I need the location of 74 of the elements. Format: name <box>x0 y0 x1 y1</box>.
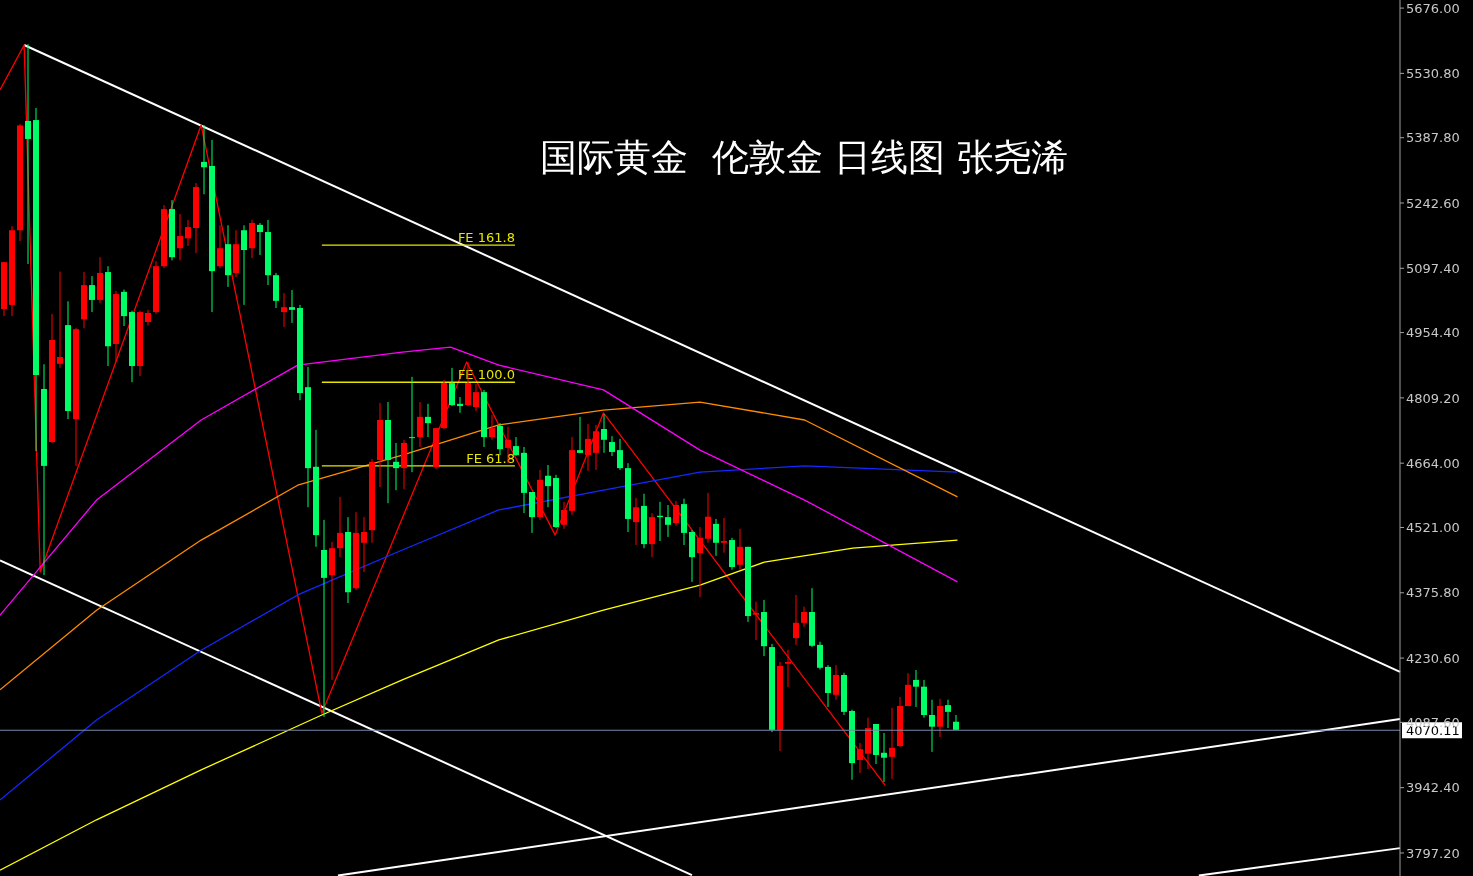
y-tick-label: 4375.80 <box>1406 585 1460 601</box>
y-tick-label: 3942.40 <box>1406 780 1460 796</box>
y-tick-label: 4521.00 <box>1406 520 1460 536</box>
candlestick <box>393 442 399 491</box>
y-tick-label: 4230.60 <box>1406 650 1460 666</box>
candlestick <box>89 275 95 313</box>
candlestick <box>889 707 895 780</box>
candlestick <box>473 383 479 412</box>
candlestick <box>665 504 671 538</box>
candlestick <box>545 464 551 508</box>
candlestick <box>409 376 415 473</box>
candlestick <box>633 497 639 546</box>
line-series <box>0 401 959 691</box>
series-label: FE 61.8 <box>466 450 515 466</box>
candlestick <box>673 500 679 527</box>
candlestick <box>713 518 719 557</box>
candlestick <box>281 292 287 328</box>
candlestick <box>905 672 911 707</box>
candlestick <box>609 435 615 457</box>
candlestick <box>833 664 839 701</box>
line-series <box>0 539 959 871</box>
y-tick-label: 5242.60 <box>1406 195 1460 211</box>
y-tick-label: 3797.20 <box>1406 845 1460 861</box>
y-tick-label: 5530.80 <box>1406 66 1460 81</box>
candlestick <box>417 401 423 448</box>
y-tick-label: 5676.00 <box>1406 0 1460 16</box>
candlestick <box>497 422 503 456</box>
candlestick <box>241 224 247 306</box>
candlestick <box>601 413 607 454</box>
line-series <box>0 465 959 801</box>
candlestick <box>785 649 791 688</box>
candlestick <box>489 414 495 441</box>
candlestick <box>705 492 711 544</box>
candlestick <box>177 213 183 261</box>
candlestick <box>561 501 567 530</box>
candlestick <box>457 396 463 414</box>
candlestick <box>737 528 743 571</box>
candlestick <box>593 424 599 471</box>
candlestick <box>953 714 959 731</box>
y-tick-label: 5387.80 <box>1406 130 1460 146</box>
candlestick <box>449 367 455 407</box>
candlestick <box>217 224 223 269</box>
candlestick <box>257 222 263 256</box>
candlestick <box>25 43 31 265</box>
candlestick <box>337 496 343 558</box>
candlestick <box>817 641 823 671</box>
candlestick <box>857 742 863 774</box>
text: 国际黄金 伦敦金 日线图 张尧浠 <box>540 135 1069 181</box>
candlestick <box>57 271 63 369</box>
candlestick <box>721 517 727 554</box>
candlestick <box>801 606 807 628</box>
y-tick-label: 5097.40 <box>1406 260 1460 276</box>
candlestick <box>945 699 951 729</box>
candlestick <box>425 403 431 438</box>
candlestick <box>937 698 943 738</box>
candlestick <box>793 594 799 646</box>
y-tick-label: 4809.20 <box>1406 390 1460 406</box>
line-series <box>0 346 959 616</box>
candlestick <box>513 436 519 457</box>
candlestick <box>577 416 583 454</box>
candlestick <box>201 124 207 195</box>
candlestick <box>753 601 759 641</box>
candlestick <box>697 526 703 598</box>
candlestick <box>185 219 191 247</box>
candlestick <box>289 289 295 324</box>
candlestick <box>617 438 623 471</box>
candlestick <box>929 699 935 753</box>
candlestick <box>585 423 591 472</box>
series-label: FE 161.8 <box>457 230 515 246</box>
y-tick-label: 4954.40 <box>1406 325 1460 341</box>
y-tick-label: 4664.00 <box>1406 455 1460 471</box>
candlestick <box>361 516 367 573</box>
candlestick <box>913 669 919 708</box>
candlestick <box>881 732 887 783</box>
